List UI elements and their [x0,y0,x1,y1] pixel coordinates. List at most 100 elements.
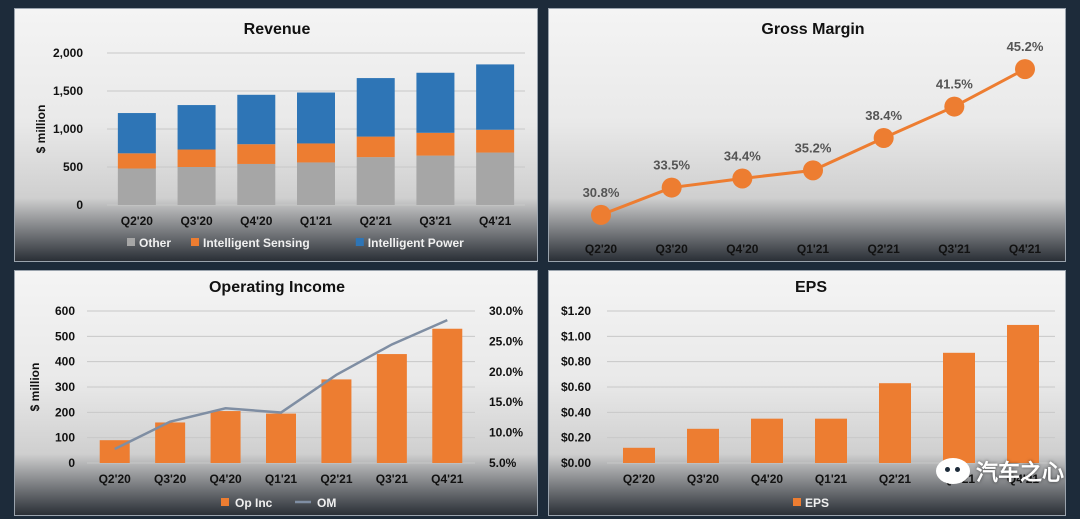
x-tick-label: Q1'21 [265,472,298,486]
y-tick-label: 400 [55,355,75,369]
y-axis-label: $ million [34,105,48,154]
x-tick-label: Q2'20 [623,472,656,486]
bar-op-inc [376,354,407,463]
bar-intelligent-sensing [416,132,455,156]
operating-income-chart-panel: Operating Income 0 100 200 300 400 500 600 5.0% 1… [14,270,538,516]
y2-tick-label: 5.0% [489,456,517,470]
y-tick-label: 200 [55,405,75,419]
revenue-chart: Revenue 0 500 1,000 1,500 2,000 $ million Q2'20… [34,21,525,250]
legend-label: Intelligent Sensing [203,236,310,250]
data-label: 30.8% [583,185,620,200]
y-tick-label: 0 [76,198,83,212]
x-tick-label: Q4'21 [479,214,512,228]
x-tick-label: Q4'20 [751,472,784,486]
bar-intelligent-power [117,113,156,154]
y2-tick-label: 25.0% [489,334,523,348]
y-tick-label: 600 [55,304,75,318]
x-tick-label: Q4'21 [1007,472,1040,486]
bar-op-inc [266,413,296,463]
x-tick-label: Q3'20 [154,472,187,486]
bar-intelligent-sensing [356,136,395,158]
bar-intelligent-power [416,72,455,133]
gross-margin-chart: Gross Margin 30.8% Q2'20 33.5% Q3'20 34.4% Q4'… [583,21,1044,256]
bar-eps [687,428,719,463]
x-tick-label: Q4'21 [1009,242,1042,256]
y-tick-label: $0.40 [561,405,591,419]
data-point [732,168,753,189]
x-tick-label: Q4'21 [431,472,464,486]
bar-op-inc [321,379,352,463]
x-tick-label: Q4'20 [726,242,759,256]
operating-income-chart: Operating Income 0 100 200 300 400 500 600 5.0% 1… [28,279,523,510]
x-tick-label: Q3'20 [180,214,213,228]
y2-tick-label: 10.0% [489,426,523,440]
y-tick-label: $1.00 [561,329,591,343]
data-label: 45.2% [1007,39,1044,54]
x-tick-label: Q1'21 [797,242,830,256]
x-tick-label: Q2'21 [868,242,901,256]
x-tick-label: Q2'21 [360,214,393,228]
legend-label: Op Inc [235,496,273,510]
legend-label: EPS [805,496,829,510]
data-label: 34.4% [724,148,761,163]
bar-other [117,168,156,205]
y-tick-label: 300 [55,380,75,394]
x-tick-label: Q2'20 [121,214,154,228]
x-tick-label: Q3'21 [419,214,452,228]
bar-op-inc [210,411,241,463]
eps-chart: EPS $0.00 $0.20 $0.40 $0.60 $0.80 $1.00 $1.20 Q2… [561,279,1055,510]
y-tick-label: 1,000 [53,122,83,136]
legend-label: Intelligent Power [368,236,464,250]
bar-intelligent-power [476,64,515,130]
x-tick-label: Q3'20 [656,242,689,256]
y-tick-label: $0.60 [561,380,591,394]
data-point [661,177,682,198]
bar-other [416,155,455,205]
x-tick-label: Q2'21 [879,472,912,486]
revenue-chart-panel: Revenue 0 500 1,000 1,500 2,000 $ million Q2'20… [14,8,538,262]
data-label: 33.5% [653,158,690,173]
x-tick-label: Q1'21 [300,214,333,228]
y2-tick-label: 30.0% [489,304,523,318]
data-point [803,160,823,181]
bar-eps [751,418,783,463]
om-line [114,318,448,451]
y-tick-label: $1.20 [561,304,591,318]
bar-other [297,162,335,205]
x-tick-label: Q4'20 [209,472,242,486]
y2-tick-label: 20.0% [489,365,523,379]
wechat-icon [935,458,970,484]
bar-eps [879,383,911,463]
legend-swatch [127,238,135,246]
bar-intelligent-sensing [476,129,515,153]
legend-label: OM [317,496,336,510]
data-label: 35.2% [795,140,832,155]
x-tick-label: Q2'20 [585,242,618,256]
watermark-text: 汽车之心 [975,460,1064,485]
y-tick-label: 500 [63,160,83,174]
legend-swatch [355,238,364,246]
data-point [873,127,894,148]
bar-intelligent-sensing [177,149,216,167]
gross-margin-chart-panel: Gross Margin 30.8% Q2'20 33.5% Q3'20 34.4% Q4'… [548,8,1066,262]
legend-swatch [793,498,801,506]
bar-intelligent-power [237,94,276,145]
bar-other [237,163,276,205]
bar-intelligent-sensing [297,143,335,163]
bar-other [476,152,515,205]
y-tick-label: $0.00 [561,456,591,470]
chart-title: Revenue [244,21,311,38]
bar-intelligent-sensing [117,153,156,169]
x-tick-label: Q3'20 [687,472,720,486]
y-tick-label: 100 [55,431,75,445]
x-tick-label: Q2'20 [99,472,132,486]
x-tick-label: Q3'21 [376,472,409,486]
data-point [1015,59,1035,80]
bar-eps [943,352,975,463]
x-tick-label: Q3'21 [938,242,971,256]
bar-eps [815,418,847,463]
data-point [591,204,611,225]
y-axis-label: $ million [28,363,42,412]
x-tick-label: Q4'20 [240,214,273,228]
bar-other [356,157,395,205]
